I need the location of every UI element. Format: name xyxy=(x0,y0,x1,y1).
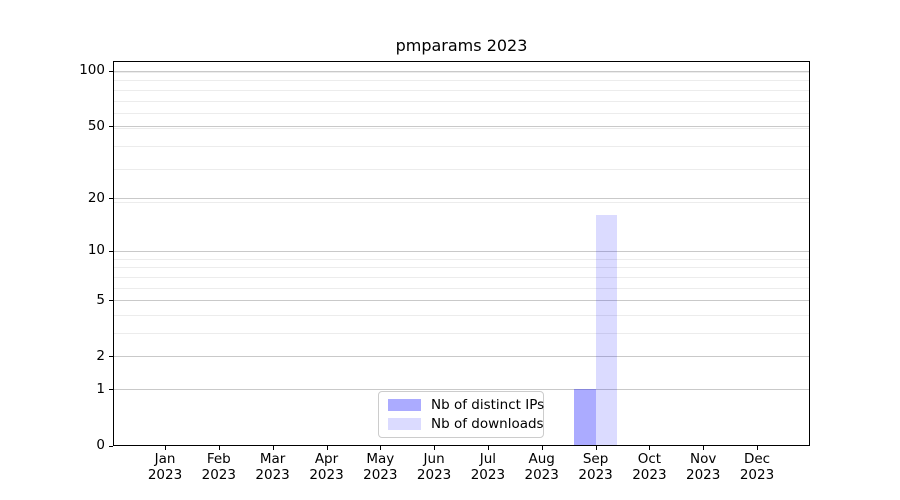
x-tick-label-may-2023: May 2023 xyxy=(345,451,415,483)
minor-gridline xyxy=(114,169,809,171)
x-tick-oct-2023 xyxy=(649,446,651,450)
x-tick-label-line: Feb xyxy=(206,451,231,467)
y-tick-100 xyxy=(109,70,113,72)
x-tick-label-line: 2023 xyxy=(309,466,344,483)
x-tick-label-line: 2023 xyxy=(686,466,721,483)
y-tick-5 xyxy=(109,300,113,301)
x-tick-label-jan-2023: Jan 2023 xyxy=(130,451,200,483)
major-gridline-20 xyxy=(114,198,809,200)
x-tick-label-sep-2023: Sep 2023 xyxy=(561,451,631,483)
y-tick-label-0: 0 xyxy=(96,437,105,453)
x-tick-apr-2023 xyxy=(326,446,328,450)
major-gridline-2 xyxy=(114,356,809,358)
y-tick-label-2: 2 xyxy=(96,347,105,364)
legend-item-distinct-ips: Nb of distinct IPs xyxy=(388,397,544,413)
bar-nb-of-downloads-sep-2023 xyxy=(595,215,618,445)
x-tick-feb-2023 xyxy=(218,446,220,450)
major-gridline-50 xyxy=(114,126,809,128)
minor-gridline xyxy=(114,100,809,102)
legend-swatch-distinct-ips xyxy=(388,399,421,412)
x-tick-label-jun-2023: Jun 2023 xyxy=(399,451,469,483)
legend-label-downloads: Nb of downloads xyxy=(431,415,544,432)
minor-gridline xyxy=(114,332,809,334)
x-tick-label-feb-2023: Feb 2023 xyxy=(184,451,254,483)
x-tick-label-line: May xyxy=(366,451,395,467)
x-tick-label-mar-2023: Mar 2023 xyxy=(238,451,308,483)
x-tick-label-line: Nov xyxy=(690,451,717,467)
x-tick-label-line: Dec xyxy=(743,451,771,467)
x-tick-label-oct-2023: Oct 2023 xyxy=(614,451,684,483)
legend-label-distinct-ips: Nb of distinct IPs xyxy=(431,397,545,414)
minor-gridline xyxy=(114,314,809,316)
x-tick-aug-2023 xyxy=(541,446,543,450)
x-tick-label-line: Mar xyxy=(259,451,286,467)
x-tick-label-apr-2023: Apr 2023 xyxy=(292,451,362,483)
x-tick-jul-2023 xyxy=(487,446,489,450)
y-tick-0 xyxy=(109,445,113,447)
minor-gridline xyxy=(114,258,809,260)
y-tick-label-10: 10 xyxy=(87,242,105,259)
x-tick-label-line: Jan xyxy=(154,451,176,467)
x-tick-label-line: 2023 xyxy=(201,466,236,483)
legend-swatch-downloads xyxy=(388,417,421,430)
y-tick-20 xyxy=(109,198,113,200)
x-tick-label-line: Oct xyxy=(637,451,662,467)
x-tick-label-aug-2023: Aug 2023 xyxy=(507,451,577,483)
x-tick-label-line: 2023 xyxy=(578,466,613,483)
minor-gridline xyxy=(114,276,809,278)
chart-title: pmparams 2023 xyxy=(395,36,528,55)
y-tick-label-1: 1 xyxy=(96,380,105,397)
x-tick-jun-2023 xyxy=(434,446,436,450)
minor-gridline xyxy=(114,71,809,73)
x-tick-dec-2023 xyxy=(757,446,758,450)
plot-area xyxy=(113,61,810,446)
y-tick-1 xyxy=(109,389,113,391)
minor-gridline xyxy=(114,113,809,115)
y-tick-label-50: 50 xyxy=(87,117,105,134)
y-tick-label-20: 20 xyxy=(87,189,105,206)
x-tick-label-line: Jun xyxy=(423,451,445,467)
major-gridline-10 xyxy=(114,250,809,252)
x-tick-label-jul-2023: Jul 2023 xyxy=(453,451,523,483)
x-tick-label-line: Sep xyxy=(582,451,609,467)
y-tick-label-100: 100 xyxy=(79,62,105,79)
x-tick-label-line: Jul xyxy=(479,451,497,467)
x-tick-label-line: 2023 xyxy=(524,466,559,483)
x-tick-nov-2023 xyxy=(703,446,705,450)
y-tick-2 xyxy=(109,356,113,358)
x-tick-label-line: 2023 xyxy=(147,466,183,483)
x-tick-label-line: 2023 xyxy=(470,466,506,483)
minor-gridline xyxy=(114,146,809,147)
minor-gridline xyxy=(114,267,809,269)
x-tick-label-line: Aug xyxy=(528,451,555,467)
x-tick-mar-2023 xyxy=(272,446,274,450)
x-tick-sep-2023 xyxy=(595,446,597,450)
x-tick-label-line: 2023 xyxy=(416,466,452,483)
minor-gridline xyxy=(114,202,809,204)
x-tick-label-line: 2023 xyxy=(632,466,667,483)
x-tick-label-line: Apr xyxy=(314,451,339,467)
x-tick-label-line: 2023 xyxy=(255,466,290,483)
x-tick-label-line: 2023 xyxy=(739,466,775,483)
x-tick-label-nov-2023: Nov 2023 xyxy=(668,451,738,483)
x-tick-label-line: 2023 xyxy=(363,466,398,483)
bar-nb-of-distinct-ips-sep-2023 xyxy=(574,388,596,445)
x-tick-may-2023 xyxy=(380,446,382,450)
minor-gridline xyxy=(114,287,809,289)
minor-gridline xyxy=(114,127,809,129)
legend: Nb of distinct IPs Nb of downloads xyxy=(378,391,544,438)
major-gridline-100 xyxy=(114,70,809,72)
y-tick-label-5: 5 xyxy=(96,291,105,308)
minor-gridline xyxy=(114,89,809,91)
major-gridline-5 xyxy=(114,300,809,301)
x-tick-jan-2023 xyxy=(165,446,166,450)
y-tick-50 xyxy=(109,126,113,128)
minor-gridline xyxy=(114,80,809,82)
legend-item-downloads: Nb of downloads xyxy=(388,416,544,432)
x-tick-label-dec-2023: Dec 2023 xyxy=(722,451,792,483)
y-tick-10 xyxy=(109,250,113,252)
major-gridline-1 xyxy=(114,389,809,391)
